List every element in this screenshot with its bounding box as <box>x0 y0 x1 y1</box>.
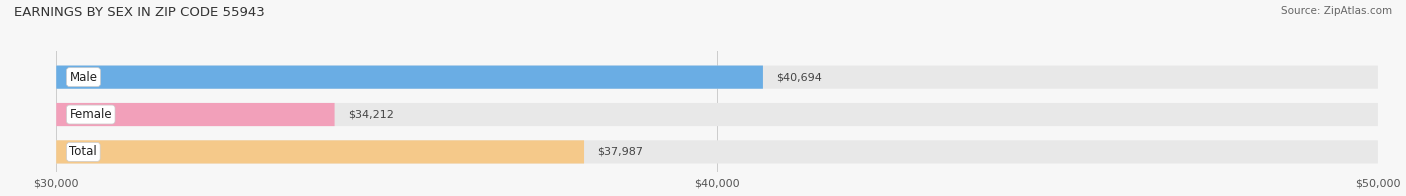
Text: EARNINGS BY SEX IN ZIP CODE 55943: EARNINGS BY SEX IN ZIP CODE 55943 <box>14 6 264 19</box>
FancyBboxPatch shape <box>56 65 763 89</box>
FancyBboxPatch shape <box>56 103 335 126</box>
FancyBboxPatch shape <box>56 103 1378 126</box>
Text: $34,212: $34,212 <box>347 110 394 120</box>
FancyBboxPatch shape <box>56 65 1378 89</box>
Text: Female: Female <box>69 108 112 121</box>
Text: Male: Male <box>69 71 97 84</box>
Text: $37,987: $37,987 <box>598 147 644 157</box>
Text: Source: ZipAtlas.com: Source: ZipAtlas.com <box>1281 6 1392 16</box>
Text: $40,694: $40,694 <box>776 72 823 82</box>
Text: Total: Total <box>69 145 97 158</box>
FancyBboxPatch shape <box>56 140 1378 163</box>
FancyBboxPatch shape <box>56 140 583 163</box>
